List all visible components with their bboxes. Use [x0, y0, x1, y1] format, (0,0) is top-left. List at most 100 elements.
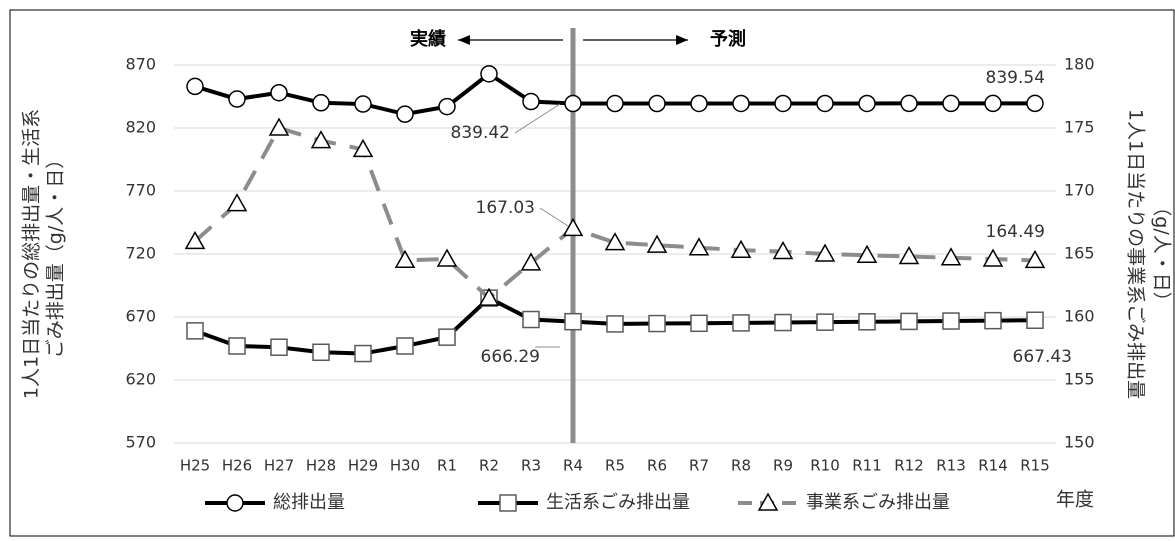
marker	[898, 245, 920, 265]
y-tick-label: 720	[125, 244, 156, 263]
marker	[522, 92, 540, 111]
x-tick-label: R9	[773, 457, 793, 475]
legend-marker	[499, 494, 517, 512]
legend-label: 事業系ごみ排出量	[806, 492, 950, 513]
marker	[478, 287, 500, 306]
marker	[984, 311, 1002, 330]
marker	[772, 240, 794, 260]
marker	[522, 310, 540, 329]
marker	[900, 94, 918, 113]
leader-line	[514, 103, 561, 134]
marker	[606, 315, 624, 333]
marker	[184, 230, 206, 250]
marker	[856, 244, 878, 264]
x-tick-label: R4	[563, 457, 583, 475]
data-label: 167.03	[476, 198, 535, 218]
marker	[774, 313, 792, 332]
y2-axis-title: 1人1日当たりの事業系ごみ排出量	[1125, 109, 1147, 399]
marker	[312, 94, 330, 112]
x-tick-label: R3	[521, 457, 541, 475]
marker	[1024, 249, 1046, 269]
marker	[646, 234, 668, 253]
marker	[396, 337, 414, 355]
x-tick-label: R2	[479, 457, 499, 475]
y-tick-label: 670	[125, 307, 156, 326]
marker	[396, 105, 414, 123]
y2-tick-label: 170	[1064, 181, 1095, 200]
marker	[732, 94, 750, 113]
marker	[480, 65, 498, 83]
marker	[312, 343, 330, 362]
marker	[562, 217, 584, 237]
x-tick-label: R7	[689, 457, 709, 475]
marker	[310, 130, 332, 149]
marker	[816, 313, 834, 331]
x-axis-title: 年度	[1056, 489, 1094, 511]
legend-label: 生活系ごみ排出量	[546, 492, 690, 513]
marker	[940, 247, 962, 266]
marker	[982, 248, 1004, 267]
marker	[564, 94, 582, 113]
annotation: 実績	[410, 28, 446, 50]
marker	[648, 314, 666, 333]
y-tick-label: 620	[125, 370, 156, 389]
x-tick-label: H26	[222, 457, 252, 475]
marker	[816, 94, 834, 113]
y2-axis-title: （g/人・日）	[1151, 197, 1173, 310]
marker	[604, 232, 626, 251]
marker	[900, 312, 918, 331]
marker	[270, 338, 288, 356]
marker	[438, 97, 456, 116]
marker	[942, 312, 960, 330]
x-tick-label: R6	[647, 457, 667, 475]
marker	[814, 243, 836, 262]
y-tick-label: 770	[125, 181, 156, 200]
legend-label: 総排出量	[273, 492, 345, 513]
marker	[564, 312, 582, 331]
x-tick-label: H27	[264, 457, 294, 475]
legend-marker	[226, 494, 244, 512]
marker	[690, 314, 708, 333]
y-axis-title: ごみ排出量（g/人・日）	[45, 150, 67, 358]
marker	[1026, 311, 1044, 329]
marker	[354, 344, 372, 363]
x-tick-label: R8	[731, 457, 751, 475]
marker	[1026, 94, 1044, 113]
data-label: 667.43	[1013, 347, 1072, 367]
marker	[268, 117, 290, 136]
marker	[858, 94, 876, 113]
marker	[186, 322, 204, 340]
data-label: 666.29	[481, 347, 540, 367]
marker	[438, 328, 456, 346]
x-tick-label: R1	[437, 457, 457, 475]
frame	[9, 9, 1175, 537]
y2-tick-label: 175	[1064, 118, 1095, 137]
y2-tick-label: 160	[1064, 307, 1095, 326]
marker	[270, 83, 288, 102]
marker	[394, 249, 416, 269]
y-tick-label: 870	[125, 55, 156, 74]
marker	[186, 77, 204, 96]
arrow-head	[458, 35, 470, 45]
marker	[730, 239, 752, 258]
x-tick-label: R13	[936, 457, 966, 475]
marker	[436, 248, 458, 267]
y2-tick-label: 155	[1064, 370, 1095, 389]
y-tick-label: 570	[125, 433, 156, 452]
y-axis-title: 1人1日当たりの総排出量・生活系	[21, 109, 43, 399]
data-label: 839.42	[451, 123, 510, 143]
marker	[606, 94, 624, 113]
x-tick-label: R10	[810, 457, 840, 475]
y2-tick-label: 180	[1064, 55, 1095, 74]
x-tick-label: R12	[894, 457, 924, 475]
marker	[226, 193, 248, 212]
data-label: 164.49	[986, 222, 1045, 242]
marker	[690, 94, 708, 113]
y2-tick-label: 165	[1064, 244, 1095, 263]
annotation: 予測	[710, 28, 746, 50]
legend-marker	[757, 492, 779, 511]
marker	[984, 94, 1002, 113]
x-tick-label: H25	[180, 457, 210, 475]
marker	[354, 95, 372, 113]
